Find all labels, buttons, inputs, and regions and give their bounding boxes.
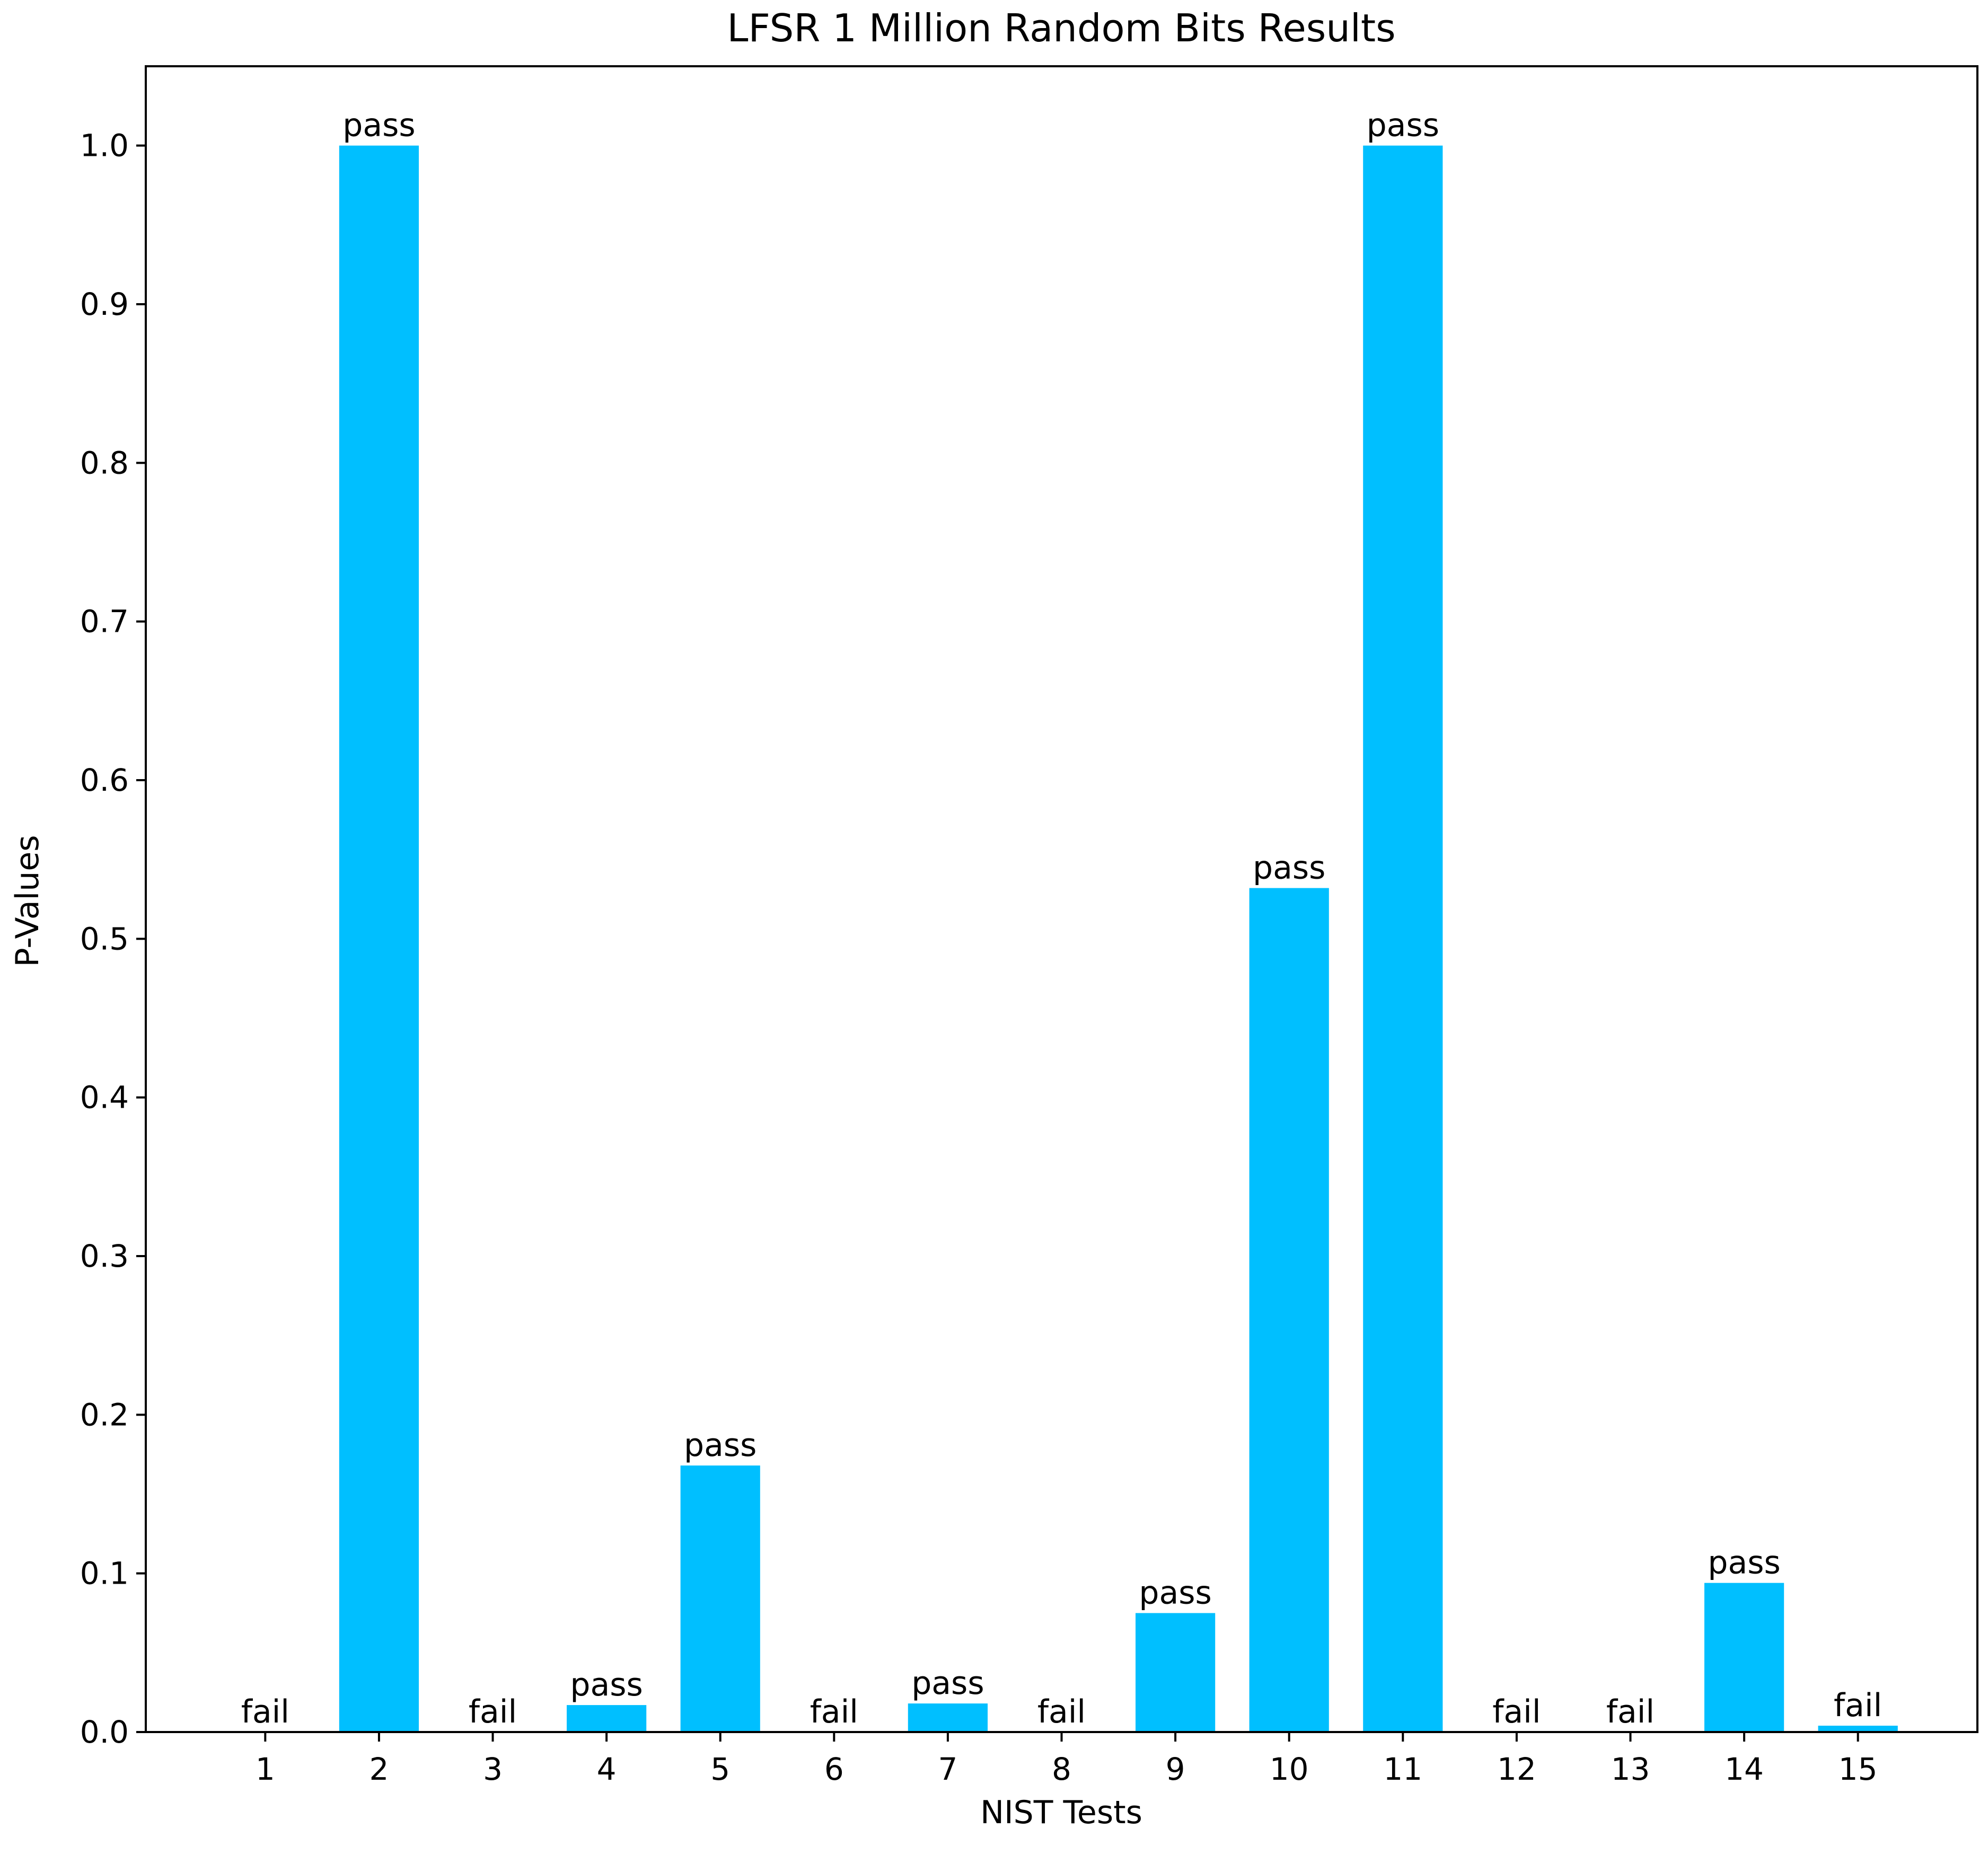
bar-test-9 <box>1135 1613 1216 1732</box>
bar-label-test-8: fail <box>1037 1693 1086 1730</box>
x-axis: 1 2 3 4 5 6 7 8 9 10 11 12 13 14 15 <box>256 1732 1878 1787</box>
x-tick-label-11: 11 <box>1383 1751 1422 1787</box>
bar-label-test-10: pass <box>1253 850 1325 887</box>
y-tick-label-0.1: 0.1 <box>80 1556 129 1592</box>
bar-label-test-11: pass <box>1367 107 1439 144</box>
x-tick-label-2: 2 <box>369 1751 389 1787</box>
bar-label-test-2: pass <box>342 107 415 144</box>
x-tick-label-15: 15 <box>1839 1751 1878 1787</box>
y-tick-label-0.5: 0.5 <box>80 921 129 957</box>
y-axis-label: P-Values <box>9 835 46 967</box>
y-tick-label-0.9: 0.9 <box>80 286 129 322</box>
bar-label-test-1: fail <box>241 1693 289 1730</box>
bar-test-11 <box>1363 145 1443 1732</box>
y-tick-label-0.4: 0.4 <box>80 1080 129 1116</box>
x-tick-label-1: 1 <box>256 1751 275 1787</box>
y-tick-label-0.3: 0.3 <box>80 1238 129 1274</box>
bar-label-test-7: pass <box>911 1665 984 1702</box>
bar-label-test-13: fail <box>1606 1693 1655 1730</box>
y-tick-label-0.8: 0.8 <box>80 445 129 481</box>
x-tick-label-4: 4 <box>597 1751 617 1787</box>
x-tick-label-5: 5 <box>710 1751 730 1787</box>
bar-test-15 <box>1818 1726 1898 1732</box>
bar-test-10 <box>1249 888 1329 1732</box>
y-tick-label-0.6: 0.6 <box>80 762 129 798</box>
bar-label-test-6: fail <box>810 1693 858 1730</box>
bar-test-5 <box>680 1465 760 1732</box>
bar-label-test-15: fail <box>1834 1687 1882 1724</box>
y-tick-label-0.0: 0.0 <box>80 1714 129 1750</box>
bar-label-test-14: pass <box>1708 1544 1780 1582</box>
y-tick-label-0.7: 0.7 <box>80 604 129 640</box>
x-tick-label-13: 13 <box>1611 1751 1650 1787</box>
bar-test-7 <box>908 1703 988 1732</box>
chart-title: LFSR 1 Million Random Bits Results <box>727 6 1395 50</box>
x-tick-label-10: 10 <box>1270 1751 1309 1787</box>
bars-group <box>339 145 1898 1732</box>
x-tick-label-12: 12 <box>1497 1751 1536 1787</box>
bar-test-4 <box>567 1705 647 1732</box>
y-axis: 0.0 0.1 0.2 0.3 0.4 0.5 0.6 0.7 0.8 0.9 1.0 <box>80 128 146 1750</box>
x-tick-label-14: 14 <box>1725 1751 1764 1787</box>
bar-labels-group: fail pass fail pass pass fail pass fail pass pass… <box>241 107 1883 1730</box>
plot-frame <box>145 65 1978 1733</box>
x-axis-label: NIST Tests <box>980 1794 1142 1831</box>
bar-test-2 <box>339 145 419 1732</box>
y-tick-label-0.2: 0.2 <box>80 1397 129 1433</box>
x-tick-label-7: 7 <box>938 1751 957 1787</box>
x-tick-label-6: 6 <box>824 1751 844 1787</box>
x-tick-label-3: 3 <box>483 1751 503 1787</box>
bar-label-test-5: pass <box>684 1427 757 1464</box>
x-tick-label-8: 8 <box>1052 1751 1071 1787</box>
bar-label-test-12: fail <box>1492 1693 1541 1730</box>
bar-test-14 <box>1704 1583 1784 1732</box>
bar-label-test-3: fail <box>469 1693 517 1730</box>
x-tick-label-9: 9 <box>1166 1751 1185 1787</box>
bar-label-test-4: pass <box>570 1666 643 1703</box>
y-tick-label-1.0: 1.0 <box>80 128 129 164</box>
bar-label-test-9: pass <box>1139 1575 1211 1612</box>
